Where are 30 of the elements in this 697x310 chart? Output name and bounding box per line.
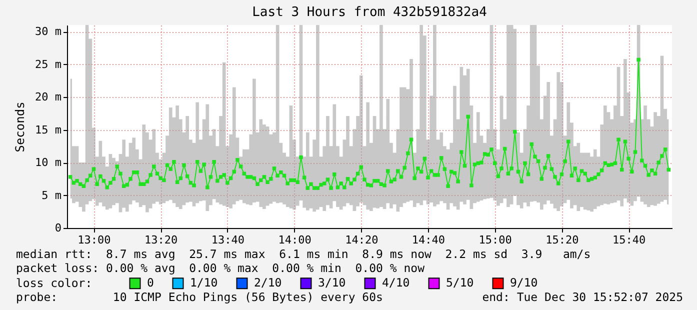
legend-label: 3/10 (318, 275, 346, 290)
chart-title: Last 3 Hours from 432b591832a4 (252, 5, 488, 20)
x-tick-label: 14:00 (278, 234, 312, 246)
x-tick-label: 15:40 (612, 234, 646, 246)
text: packet loss: 0.00 % avg 0.00 % max 0.00 % min 0.00 % now (16, 261, 424, 275)
text: probe: 10 ICMP Echo Pings (56 Bytes) every 60s (16, 290, 383, 304)
y-tick-label: 30 m (35, 25, 62, 38)
legend-label: 9/10 (510, 275, 538, 290)
legend-label: 1/10 (190, 275, 218, 290)
y-tick-label: 0 (54, 222, 62, 234)
y-axis-title: Seconds (13, 102, 28, 152)
x-tick-label: 13:00 (78, 234, 111, 246)
y-tick-label: 10 m (35, 156, 62, 170)
x-tick-label: 15:00 (478, 234, 512, 246)
text: median rtt: 8.7 ms avg 25.7 ms max 6.1 ms min 8.9 ms now 2.2 ms sd 3.9 am/s (16, 247, 591, 261)
y-tick-label: 5 m (42, 188, 62, 202)
y-tick-label: 25 m (35, 58, 62, 71)
y-tick-label: 20 m (35, 90, 62, 104)
legend-title: loss color: (16, 276, 92, 290)
x-tick-label: 15:20 (546, 234, 579, 246)
x-tick-label: 13:40 (211, 234, 245, 246)
x-tick-label: 14:40 (412, 234, 446, 246)
legend-label: 2/10 (254, 275, 282, 290)
legend-label: 5/10 (446, 275, 474, 290)
x-tick-label: 13:20 (144, 234, 178, 246)
text: end: Tue Dec 30 15:52:07 2025 (482, 290, 683, 304)
legend-label: 4/10 (382, 275, 410, 290)
y-tick-label: 15 m (35, 123, 62, 136)
x-tick-label: 14:20 (345, 234, 378, 246)
legend-label: 0 (147, 275, 154, 290)
